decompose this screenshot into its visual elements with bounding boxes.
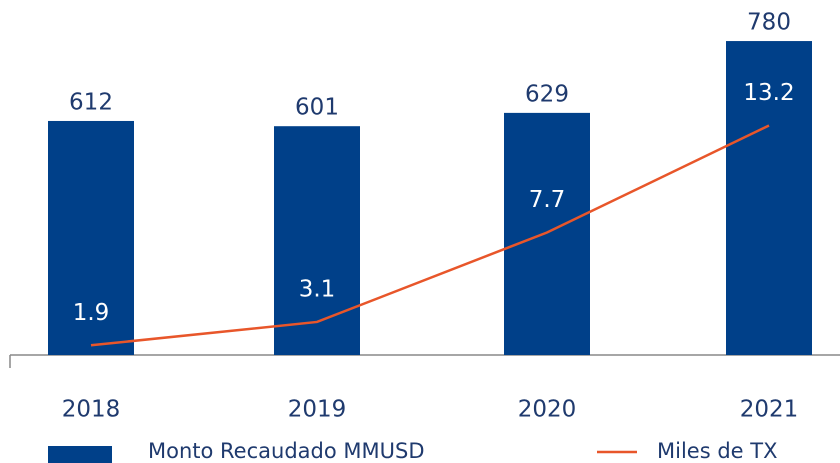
- bar-value-label: 780: [747, 10, 791, 36]
- line: [90, 124, 770, 347]
- bar-value-label: 612: [69, 89, 113, 115]
- legend-label: Miles de TX: [657, 439, 777, 463]
- x-tick-label: 2021: [740, 397, 799, 423]
- line-value-label: 13.2: [743, 80, 794, 106]
- bar-value-label: 601: [295, 95, 339, 121]
- bar: [274, 126, 360, 355]
- legend-label: Monto Recaudado MMUSD: [148, 439, 425, 463]
- x-tick-label: 2018: [62, 397, 121, 423]
- bar: [48, 120, 134, 356]
- line-value-label: 3.1: [299, 276, 336, 302]
- bar: [726, 41, 812, 356]
- line-value-label: 7.7: [529, 187, 566, 213]
- line-value-label: 1.9: [73, 300, 110, 326]
- x-tick-label: 2019: [288, 397, 347, 423]
- bar: [504, 112, 590, 356]
- x-tick-label: 2020: [518, 397, 577, 423]
- legend-swatch: [48, 446, 112, 463]
- bar-value-label: 629: [525, 81, 569, 107]
